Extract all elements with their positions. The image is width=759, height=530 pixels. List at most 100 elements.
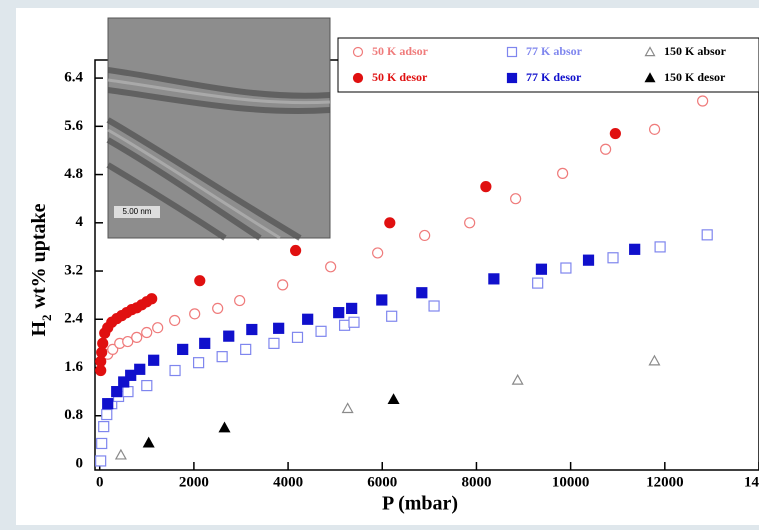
point	[607, 252, 619, 264]
legend-label: 50 K adsor	[372, 44, 429, 58]
point	[291, 331, 304, 343]
point	[376, 294, 388, 306]
point	[122, 335, 134, 348]
point	[600, 143, 612, 155]
point	[199, 337, 211, 349]
point	[290, 244, 302, 257]
point	[95, 455, 107, 467]
y-tick-label: 4	[76, 214, 84, 230]
y-axis-label: H2 wt% uptake	[28, 203, 54, 336]
y-tick-label: 6.4	[64, 70, 83, 86]
y-tick-label: 1.6	[64, 359, 83, 375]
point	[416, 287, 428, 299]
legend-label: 150 K absor	[664, 44, 727, 58]
y-tick-label: 5.6	[64, 118, 83, 134]
point	[95, 355, 107, 368]
point	[488, 273, 500, 285]
point	[216, 351, 228, 363]
point	[348, 316, 360, 328]
point	[629, 243, 641, 255]
point	[315, 325, 327, 337]
point	[189, 308, 201, 320]
x-tick-label: 1400	[744, 474, 759, 490]
x-tick-label: 0	[96, 474, 104, 490]
point	[107, 343, 119, 356]
x-tick-label: 6000	[367, 474, 397, 490]
scale-label: 5.00 nm	[123, 207, 152, 216]
legend-marker	[352, 72, 364, 84]
point	[102, 398, 114, 410]
point	[169, 364, 181, 377]
point	[122, 386, 134, 398]
point	[464, 217, 476, 229]
legend-label: 77 K absor	[526, 44, 583, 58]
x-tick-label: 12000	[646, 474, 684, 490]
y-tick-label: 4.8	[64, 166, 83, 182]
point	[701, 229, 713, 241]
point	[535, 263, 548, 275]
point	[223, 330, 235, 342]
point	[648, 123, 661, 135]
point	[654, 241, 666, 253]
point	[273, 322, 285, 334]
legend-label: 50 K desor	[372, 70, 428, 84]
point	[169, 314, 181, 327]
point	[141, 326, 153, 339]
point	[118, 376, 130, 388]
point	[419, 229, 431, 242]
point	[582, 254, 595, 266]
point	[268, 337, 280, 349]
point	[146, 293, 158, 305]
point	[302, 313, 314, 325]
point	[148, 354, 160, 366]
point	[114, 448, 127, 460]
legend-marker	[506, 72, 518, 84]
point	[428, 300, 440, 312]
point	[532, 277, 544, 289]
point	[277, 279, 289, 291]
point	[111, 386, 123, 398]
y-label-part: H	[28, 321, 50, 337]
y-tick-label: 3.2	[64, 262, 83, 278]
legend-marker	[506, 46, 518, 58]
inset-frame	[107, 17, 331, 239]
legend-marker	[644, 46, 656, 57]
inset-image: 5.00 nm	[106, 17, 331, 241]
x-tick-label: 2000	[179, 474, 209, 490]
point	[372, 247, 384, 259]
point	[125, 369, 137, 381]
legend-marker	[644, 72, 656, 83]
point	[609, 127, 621, 140]
point	[212, 302, 224, 315]
point	[697, 95, 709, 107]
point	[557, 167, 569, 179]
point	[246, 323, 258, 336]
point	[386, 310, 398, 322]
legend-box	[337, 37, 759, 93]
legend-label: 77 K desor	[526, 70, 582, 84]
point	[134, 363, 146, 375]
x-tick-label: 8000	[461, 474, 491, 490]
point	[338, 319, 351, 331]
point	[511, 373, 524, 385]
point	[141, 379, 153, 392]
point	[194, 275, 206, 287]
point	[131, 331, 143, 343]
y-tick-label: 2.4	[64, 311, 83, 327]
y-tick-label: 0	[76, 455, 84, 471]
x-axis-label: P (mbar)	[382, 493, 458, 515]
point	[648, 354, 661, 366]
inset-texture	[107, 78, 331, 240]
point	[177, 343, 189, 356]
point	[193, 357, 205, 369]
point	[218, 421, 231, 433]
legend-marker	[352, 46, 364, 58]
point	[98, 420, 110, 433]
point	[96, 437, 108, 450]
scale-bar	[114, 206, 160, 218]
point	[142, 436, 155, 448]
point	[333, 307, 345, 319]
point	[240, 343, 252, 356]
point	[480, 181, 492, 193]
